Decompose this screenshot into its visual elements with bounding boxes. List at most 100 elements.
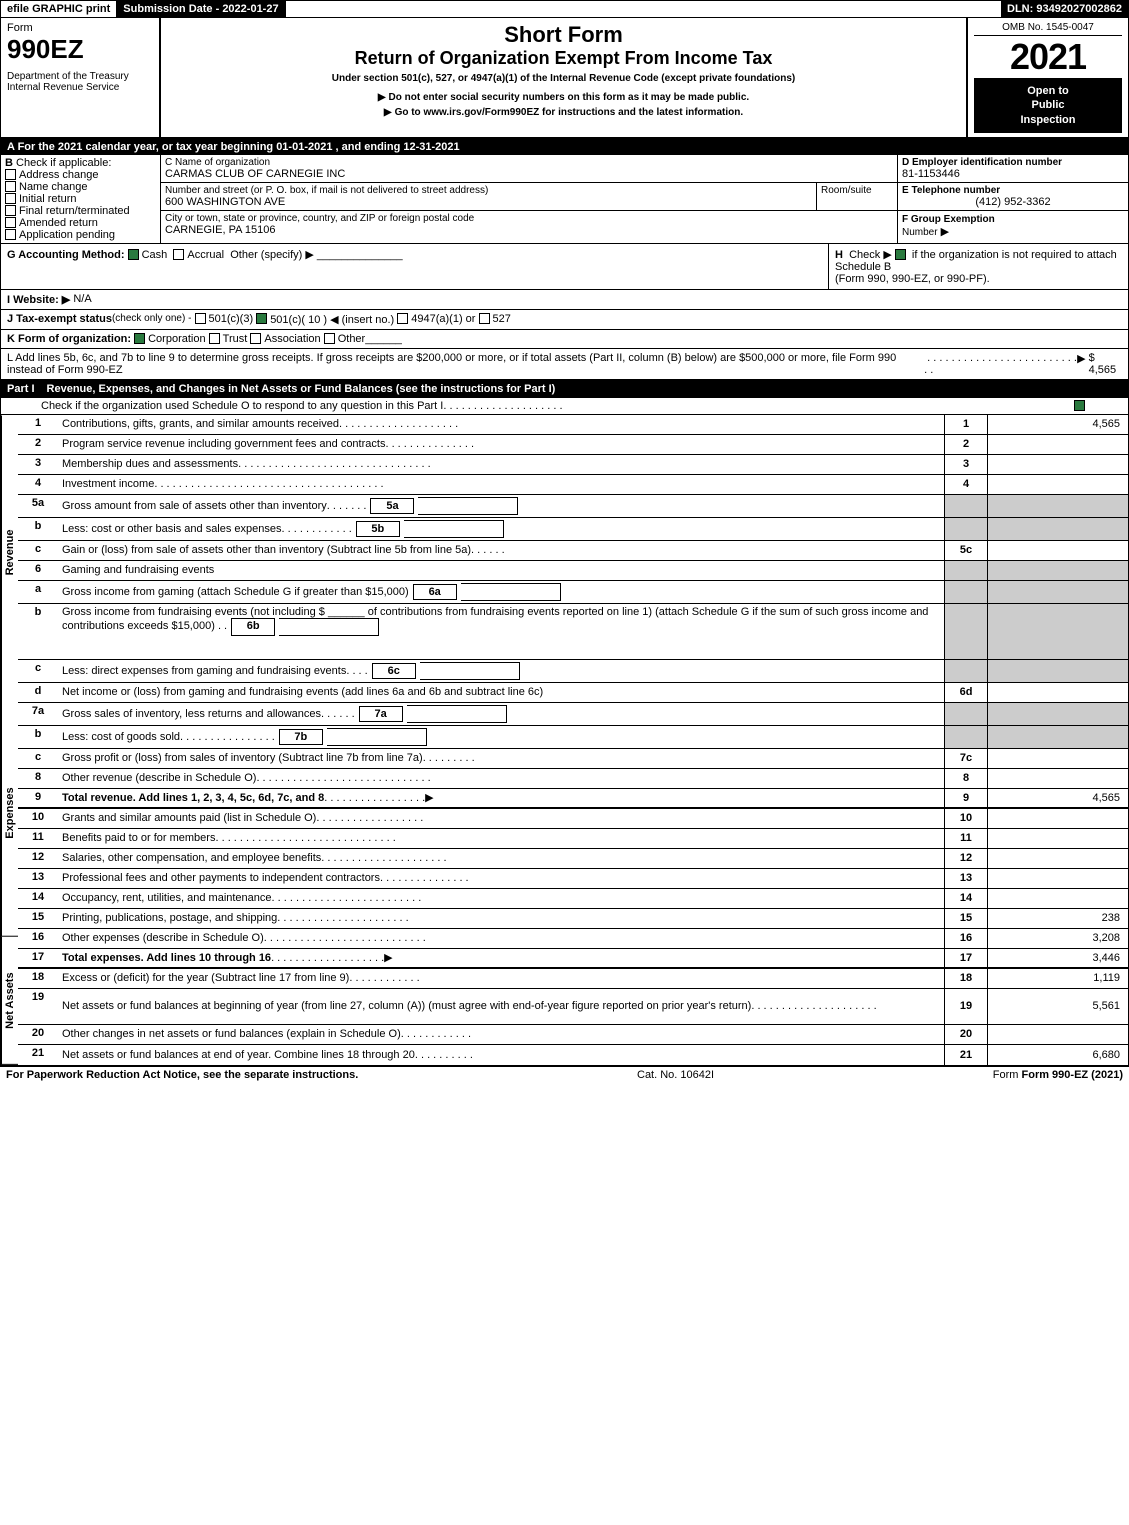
checkbox-other-org[interactable] [324, 333, 335, 344]
footer-left: For Paperwork Reduction Act Notice, see … [6, 1069, 358, 1081]
line-13: 13Professional fees and other payments t… [18, 869, 1128, 889]
part1-header: Part I Revenue, Expenses, and Changes in… [1, 380, 1128, 398]
input-6a[interactable] [461, 583, 561, 601]
dept-label: Department of the Treasury [7, 71, 153, 82]
vert-netassets: Net Assets [1, 937, 18, 1065]
g-label: G Accounting Method: [7, 249, 125, 261]
city-value: CARNEGIE, PA 15106 [165, 224, 893, 236]
input-7a[interactable] [407, 705, 507, 723]
city-label: City or town, state or province, country… [165, 213, 893, 224]
header-center: Short Form Return of Organization Exempt… [161, 18, 968, 137]
i-label: I Website: ▶ [7, 293, 70, 306]
line-12: 12Salaries, other compensation, and empl… [18, 849, 1128, 869]
omb-number: OMB No. 1545-0047 [974, 22, 1122, 36]
form-footer: For Paperwork Reduction Act Notice, see … [0, 1066, 1129, 1083]
line-6d: dNet income or (loss) from gaming and fu… [18, 683, 1128, 703]
open-inspection-box: Open to Public Inspection [974, 78, 1122, 133]
room-label: Room/suite [817, 183, 897, 210]
l-amount: $ 4,565 [1089, 352, 1122, 376]
checkbox-cash[interactable] [128, 249, 139, 260]
line-14: 14Occupancy, rent, utilities, and mainte… [18, 889, 1128, 909]
row-j: J Tax-exempt status (check only one) - 5… [1, 310, 1128, 330]
line-11: 11Benefits paid to or for members . . . … [18, 829, 1128, 849]
line-15: 15Printing, publications, postage, and s… [18, 909, 1128, 929]
part1-check-row: Check if the organization used Schedule … [1, 398, 1128, 415]
input-7b[interactable] [327, 728, 427, 746]
info-block-bcdef: B Check if applicable: Address change Na… [1, 155, 1128, 244]
checkbox-schedule-b[interactable] [895, 249, 906, 260]
line-4: 4Investment income . . . . . . . . . . .… [18, 475, 1128, 495]
input-5b[interactable] [404, 520, 504, 538]
section-a-bar: A For the 2021 calendar year, or tax yea… [1, 139, 1128, 155]
website-value: N/A [73, 293, 91, 306]
part1-body: Revenue Expenses Net Assets 1Contributio… [1, 415, 1128, 1065]
line-21: 21Net assets or fund balances at end of … [18, 1045, 1128, 1065]
arrow-icon [378, 92, 389, 103]
arrow-icon: ▶ [941, 226, 949, 238]
submission-date-btn[interactable]: Submission Date - 2022-01-27 [117, 1, 285, 17]
col-def: D Employer identification number 81-1153… [898, 155, 1128, 243]
row-k: K Form of organization: Corporation Trus… [1, 330, 1128, 349]
arrow-icon: ▶ [425, 791, 433, 804]
line-6b: bGross income from fundraising events (n… [18, 604, 1128, 660]
ssn-warning: Do not enter social security numbers on … [389, 92, 750, 103]
line-10: 10Grants and similar amounts paid (list … [18, 809, 1128, 829]
row-gh: G Accounting Method: Cash Accrual Other … [1, 244, 1128, 290]
ein-value: 81-1153446 [902, 168, 1124, 180]
dln-label: DLN: 93492027002862 [1001, 1, 1128, 17]
lines-container: 1Contributions, gifts, grants, and simil… [18, 415, 1128, 1065]
checkbox-501c3[interactable] [195, 313, 206, 324]
checkbox-assoc[interactable] [250, 333, 261, 344]
c-label: C Name of organization [165, 157, 893, 168]
line-3: 3Membership dues and assessments . . . .… [18, 455, 1128, 475]
street-value: 600 WASHINGTON AVE [165, 196, 812, 208]
form-number: 990EZ [7, 34, 153, 65]
checkbox-501c[interactable] [256, 313, 267, 324]
header-right: OMB No. 1545-0047 2021 Open to Public In… [968, 18, 1128, 137]
header-left: Form 990EZ Department of the Treasury In… [1, 18, 161, 137]
checkbox-initial-return[interactable] [5, 193, 16, 204]
checkbox-527[interactable] [479, 313, 490, 324]
col-c: C Name of organization CARMAS CLUB OF CA… [161, 155, 898, 243]
main-title: Return of Organization Exempt From Incom… [169, 48, 958, 69]
k-label: K Form of organization: [7, 333, 131, 345]
vert-expenses: Expenses [1, 690, 18, 937]
vert-revenue: Revenue [1, 415, 18, 690]
f-num-label: Number [902, 227, 938, 238]
line-19: 19Net assets or fund balances at beginni… [18, 989, 1128, 1025]
arrow-icon [384, 107, 395, 118]
input-5a[interactable] [418, 497, 518, 515]
line-6: 6Gaming and fundraising events [18, 561, 1128, 581]
checkbox-pending[interactable] [5, 229, 16, 240]
form-word: Form [7, 22, 153, 34]
checkbox-corp[interactable] [134, 333, 145, 344]
checkbox-schedule-o[interactable] [1074, 400, 1085, 411]
checkbox-4947[interactable] [397, 313, 408, 324]
subtitle: Under section 501(c), 527, or 4947(a)(1)… [169, 73, 958, 84]
street-label: Number and street (or P. O. box, if mail… [165, 185, 812, 196]
checkbox-address-change[interactable] [5, 169, 16, 180]
line-6a: aGross income from gaming (attach Schedu… [18, 581, 1128, 604]
goto-link[interactable]: Go to www.irs.gov/Form990EZ for instruct… [395, 107, 744, 118]
part1-label: Part I [7, 383, 47, 395]
checkbox-final-return[interactable] [5, 205, 16, 216]
footer-right: Form Form 990-EZ (2021) [993, 1069, 1123, 1081]
arrow-icon: ▶ [384, 951, 392, 964]
phone-value: (412) 952-3362 [902, 196, 1124, 208]
line-2: 2Program service revenue including gover… [18, 435, 1128, 455]
row-i: I Website: ▶ N/A [1, 290, 1128, 310]
checkbox-trust[interactable] [209, 333, 220, 344]
checkbox-name-change[interactable] [5, 181, 16, 192]
checkbox-accrual[interactable] [173, 249, 184, 260]
j-label: J Tax-exempt status [7, 313, 112, 326]
checkbox-amended[interactable] [5, 217, 16, 228]
l-text: L Add lines 5b, 6c, and 7b to line 9 to … [7, 352, 924, 376]
line-9: 9Total revenue. Add lines 1, 2, 3, 4, 5c… [18, 789, 1128, 809]
line-5b: bLess: cost or other basis and sales exp… [18, 518, 1128, 541]
line-5a: 5aGross amount from sale of assets other… [18, 495, 1128, 518]
input-6b[interactable] [279, 618, 379, 636]
row-l: L Add lines 5b, 6c, and 7b to line 9 to … [1, 349, 1128, 380]
input-6c[interactable] [420, 662, 520, 680]
form-body: Form 990EZ Department of the Treasury In… [0, 18, 1129, 1066]
line-18: 18Excess or (deficit) for the year (Subt… [18, 969, 1128, 989]
